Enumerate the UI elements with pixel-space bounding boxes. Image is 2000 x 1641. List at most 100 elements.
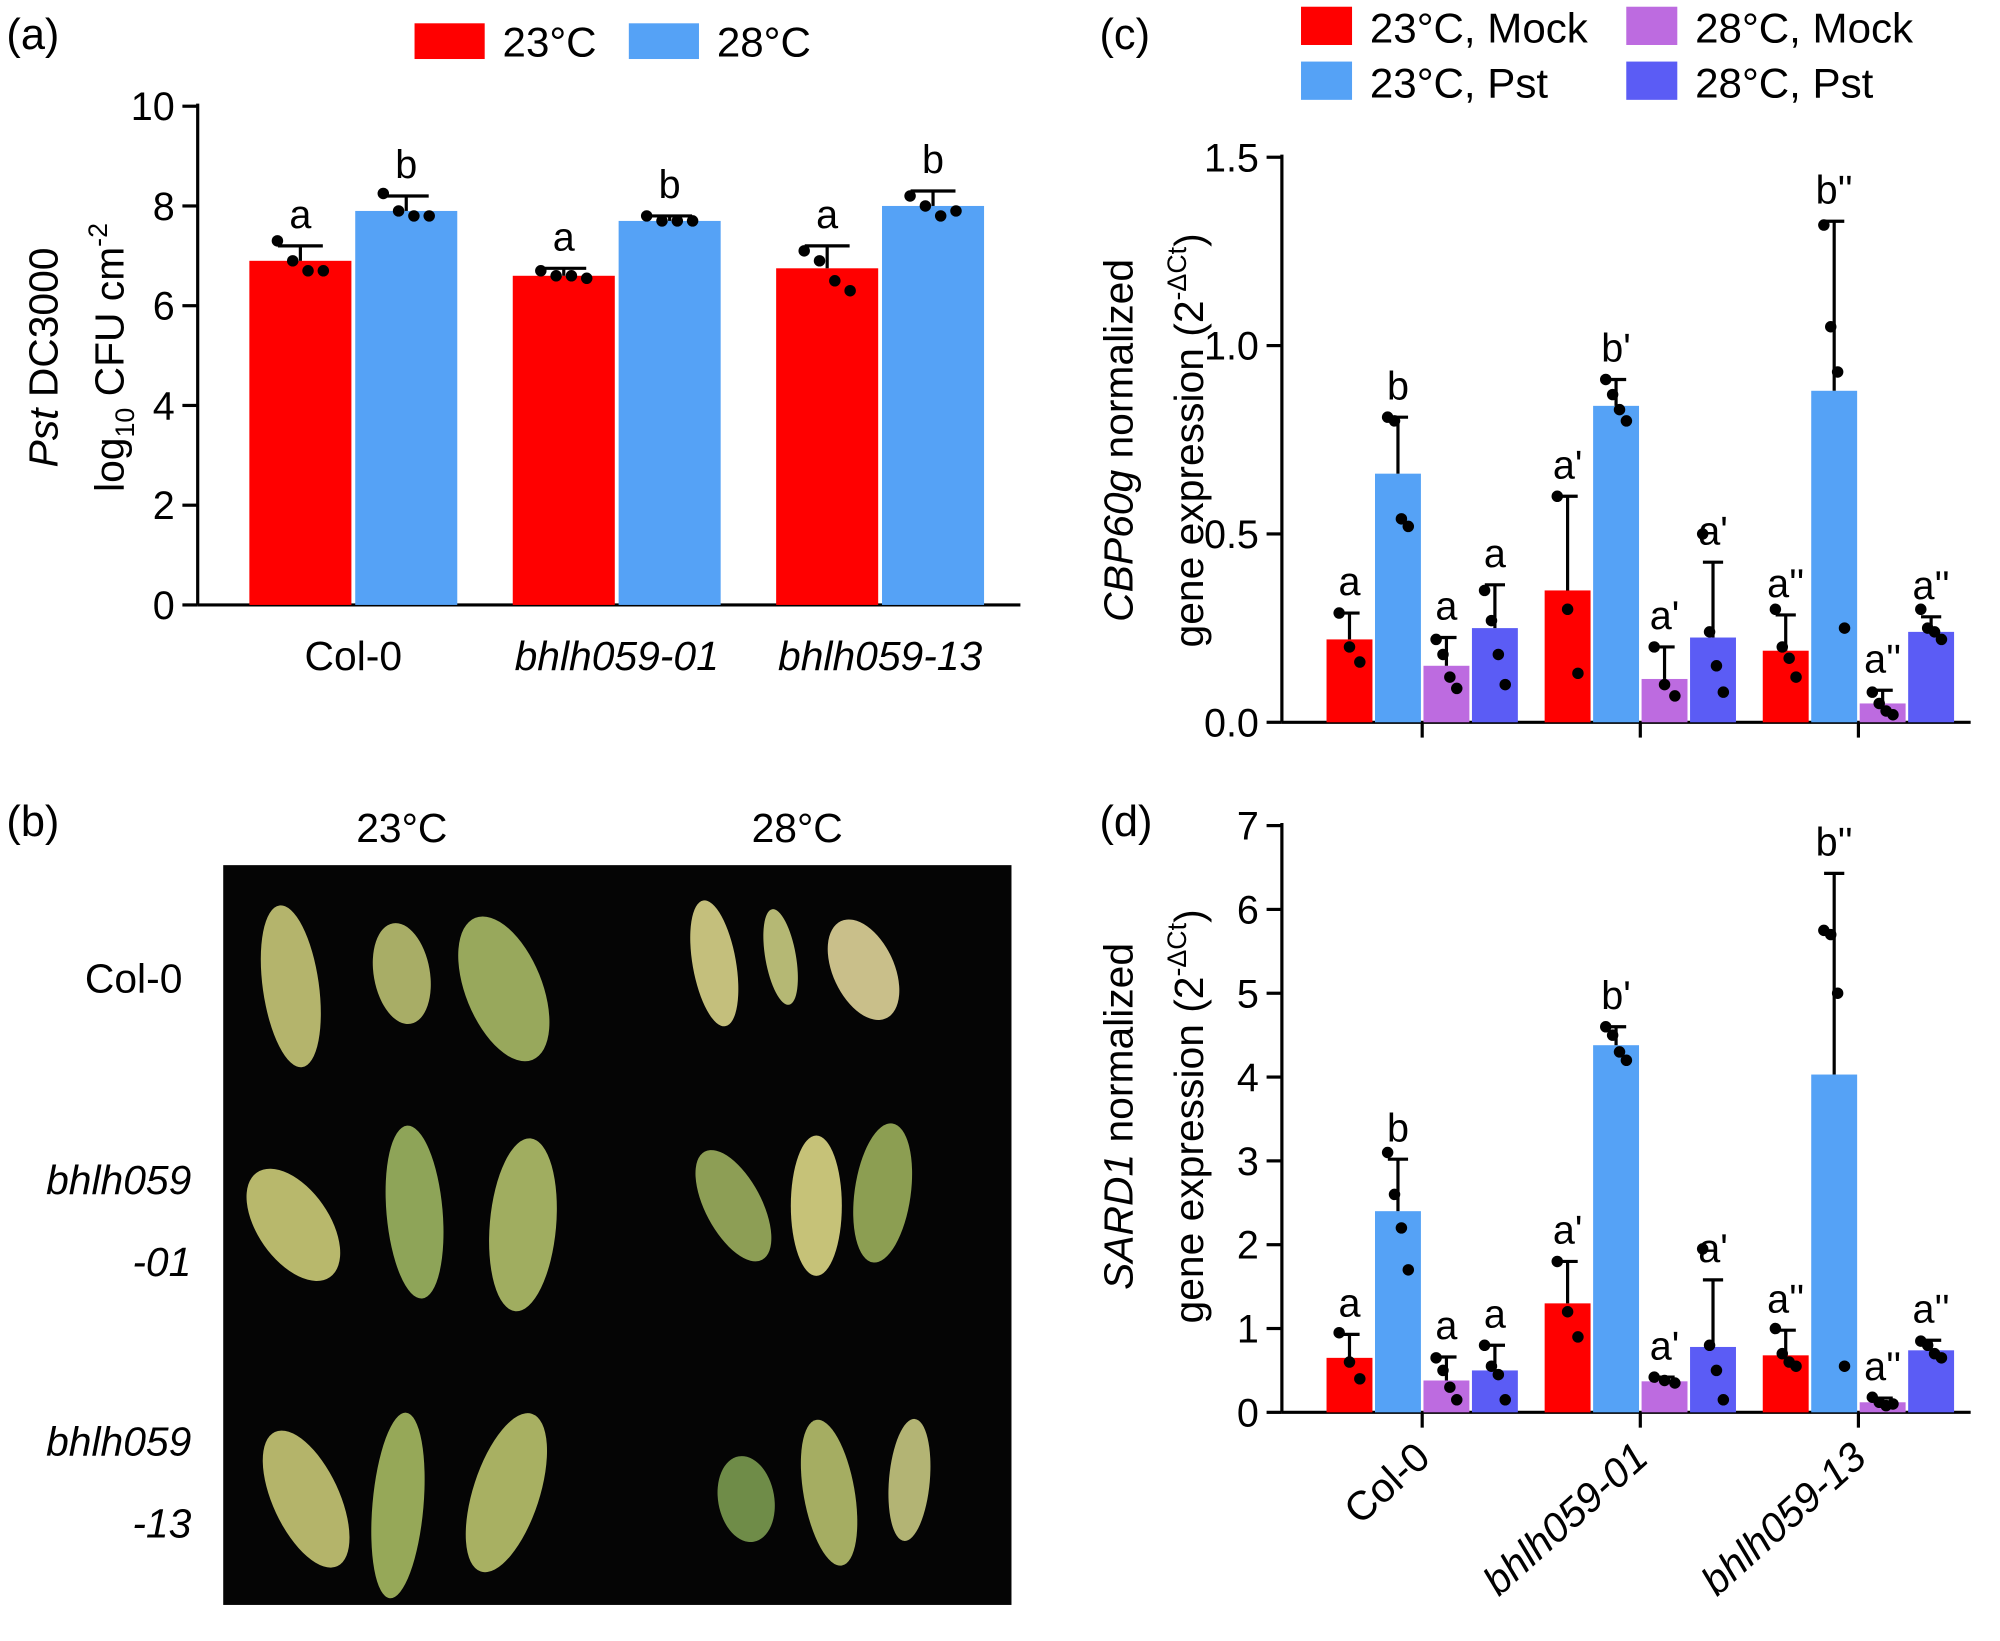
y-axis-label-part: CBP60g — [1096, 470, 1142, 622]
data-point — [1710, 1364, 1723, 1377]
panel-label: (c) — [1099, 11, 1150, 59]
data-point — [271, 235, 284, 247]
data-point — [1402, 1264, 1415, 1276]
legend-label: 28°C, Pst — [1695, 59, 1874, 106]
data-point — [1769, 603, 1782, 616]
y-tick-label: 7 — [1237, 805, 1259, 849]
data-point — [1499, 678, 1511, 691]
y-axis-label: gene expression (2-ΔCt) — [1162, 233, 1212, 647]
bar — [776, 268, 879, 605]
data-point — [934, 210, 947, 222]
x-tick-label: bhlh059-13 — [778, 633, 982, 679]
bar — [1690, 1346, 1736, 1413]
legend-swatch — [1626, 6, 1678, 45]
data-point — [1444, 671, 1456, 683]
data-point — [1696, 528, 1709, 540]
significance-letter: b — [922, 138, 944, 182]
leaf — [385, 1125, 444, 1299]
data-point — [1492, 1368, 1505, 1381]
y-tick-label: 5 — [1237, 972, 1259, 1016]
data-point — [1669, 690, 1681, 702]
bar — [355, 210, 458, 605]
data-point — [686, 215, 699, 227]
leaf — [790, 1135, 842, 1276]
significance-letter: a' — [1650, 1324, 1680, 1368]
leaf — [262, 1430, 350, 1568]
legend-label: 23°C — [503, 18, 597, 65]
data-point — [1831, 987, 1844, 999]
significance-letter: b — [395, 143, 417, 187]
leaf — [489, 1138, 557, 1312]
legend-swatch — [1301, 61, 1353, 100]
data-point — [1343, 1356, 1356, 1368]
data-point — [1831, 366, 1844, 378]
significance-letter: a'' — [1913, 564, 1950, 608]
y-axis-label-part: gene expression (2 — [1166, 976, 1212, 1323]
x-tick-label: Col-0 — [1335, 1433, 1438, 1532]
data-point — [1437, 648, 1449, 661]
y-axis-label-part: log — [87, 438, 133, 492]
data-point — [423, 210, 435, 222]
y-axis-label-part: gene expression (2 — [1166, 300, 1212, 647]
data-point — [1388, 415, 1401, 427]
significance-letter: a — [553, 215, 575, 259]
data-point — [565, 270, 578, 282]
data-point — [1915, 603, 1927, 616]
y-tick-label: 0.5 — [1204, 513, 1259, 557]
data-point — [1658, 1374, 1671, 1387]
significance-letter: a'' — [1913, 1287, 1950, 1331]
panel-label: (a) — [6, 11, 59, 59]
data-point — [919, 200, 932, 212]
data-point — [950, 205, 962, 217]
data-point — [392, 205, 405, 217]
data-point — [1838, 622, 1851, 634]
data-point — [1825, 321, 1837, 333]
row-label: -01 — [132, 1239, 191, 1285]
y-tick-label: 0 — [1237, 1391, 1259, 1435]
leaf — [690, 900, 739, 1027]
data-point — [408, 210, 420, 222]
y-axis-label-part: Pst — [20, 407, 66, 468]
data-point — [1451, 682, 1463, 695]
data-point — [1935, 1352, 1948, 1364]
significance-letter: a — [1338, 560, 1360, 604]
y-axis-label-part: -ΔCt — [1162, 246, 1192, 300]
y-tick-label: 6 — [153, 285, 175, 329]
data-point — [1444, 1381, 1456, 1393]
bar — [1593, 1045, 1640, 1413]
panel-label: (b) — [6, 798, 59, 846]
bar — [1908, 1350, 1955, 1413]
bar — [1811, 1074, 1858, 1413]
y-axis-label-part: CFU cm — [87, 247, 133, 408]
leaf — [458, 916, 550, 1062]
x-tick-label: bhlh059-01 — [515, 633, 719, 679]
data-point — [1928, 626, 1941, 638]
bar — [1326, 639, 1373, 723]
y-axis-label: log10 CFU cm-2 — [83, 223, 140, 492]
leaf — [465, 1413, 548, 1573]
legend-label: 28°C — [717, 18, 811, 65]
data-point — [535, 265, 547, 277]
y-axis-label-part: 10 — [110, 408, 140, 438]
significance-letter: b — [659, 163, 681, 207]
data-point — [671, 215, 684, 227]
significance-letter: a — [816, 193, 838, 237]
row-label: bhlh059 — [46, 1419, 191, 1465]
data-point — [1354, 656, 1366, 668]
leaf — [260, 905, 321, 1068]
bar — [1811, 390, 1858, 723]
data-point — [813, 255, 826, 267]
significance-letter: a' — [1553, 1209, 1583, 1253]
significance-letter: a'' — [1767, 1277, 1804, 1321]
bar — [1908, 631, 1955, 723]
bar — [512, 275, 615, 605]
data-point — [1703, 1339, 1716, 1352]
panel-label: (d) — [1099, 798, 1152, 846]
data-point — [829, 275, 841, 287]
data-point — [1354, 1373, 1366, 1385]
data-point — [1620, 415, 1633, 427]
leaf — [695, 1150, 772, 1262]
significance-letter: b — [1387, 1106, 1409, 1150]
y-axis-label-part: normalized — [1096, 943, 1142, 1154]
data-point — [1818, 219, 1830, 231]
